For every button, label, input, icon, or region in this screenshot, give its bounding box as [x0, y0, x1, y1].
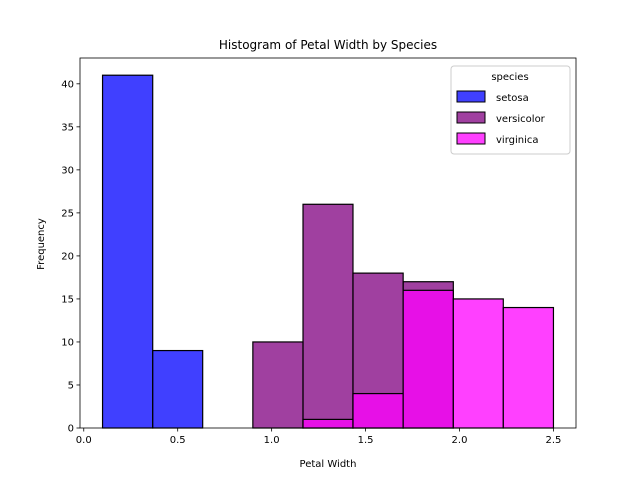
y-axis-ticks: 0 5 10 15 20 25 30 35 40	[61, 79, 80, 435]
y-tick-label: 30	[61, 165, 74, 176]
x-tick-label: 1.5	[358, 435, 374, 446]
plot-frame	[79, 57, 577, 429]
bar-setosa-1	[152, 349, 204, 429]
y-tick-label: 10	[61, 337, 74, 348]
bar-setosa-0	[101, 74, 154, 429]
legend-label-virginica: virginica	[496, 135, 539, 146]
x-tick-label: 2.0	[452, 435, 468, 446]
x-tick-label: 1.0	[264, 435, 280, 446]
bar-virginica-6	[402, 289, 454, 429]
bar-versicolor-3	[252, 341, 304, 429]
x-tick-label: 2.5	[546, 435, 562, 446]
y-tick-label: 0	[68, 424, 74, 435]
x-tick-label: 0.0	[76, 435, 92, 446]
bar-versicolor-4	[302, 203, 354, 429]
legend-label-versicolor: versicolor	[496, 114, 546, 125]
bar-virginica-4	[302, 418, 354, 429]
bars-layer	[101, 74, 555, 429]
legend-swatch-versicolor	[456, 111, 486, 124]
x-axis-ticks: 0.0 0.5 1.0 1.5 2.0 2.5	[76, 428, 562, 446]
legend-label-setosa: setosa	[496, 93, 529, 104]
y-tick-label: 15	[61, 294, 74, 305]
bar-virginica-7	[452, 298, 504, 429]
y-tick-label: 40	[61, 79, 74, 90]
y-tick-label: 25	[61, 208, 74, 219]
bar-virginica-8	[502, 306, 555, 429]
bar-virginica-5	[352, 392, 404, 429]
y-tick-label: 35	[61, 122, 74, 133]
y-tick-label: 20	[61, 251, 74, 262]
chart-title: Histogram of Petal Width by Species	[219, 38, 437, 52]
y-tick-label: 5	[68, 380, 74, 391]
x-axis-label: Petal Width	[300, 459, 357, 470]
legend-swatch-setosa	[456, 90, 486, 103]
legend-box	[450, 65, 571, 155]
legend-title: species	[491, 72, 528, 83]
legend: species setosa versicolor virginica	[450, 65, 571, 155]
legend-swatch-virginica	[456, 132, 486, 145]
x-tick-label: 0.5	[170, 435, 186, 446]
y-axis-label: Frequency	[36, 218, 47, 270]
